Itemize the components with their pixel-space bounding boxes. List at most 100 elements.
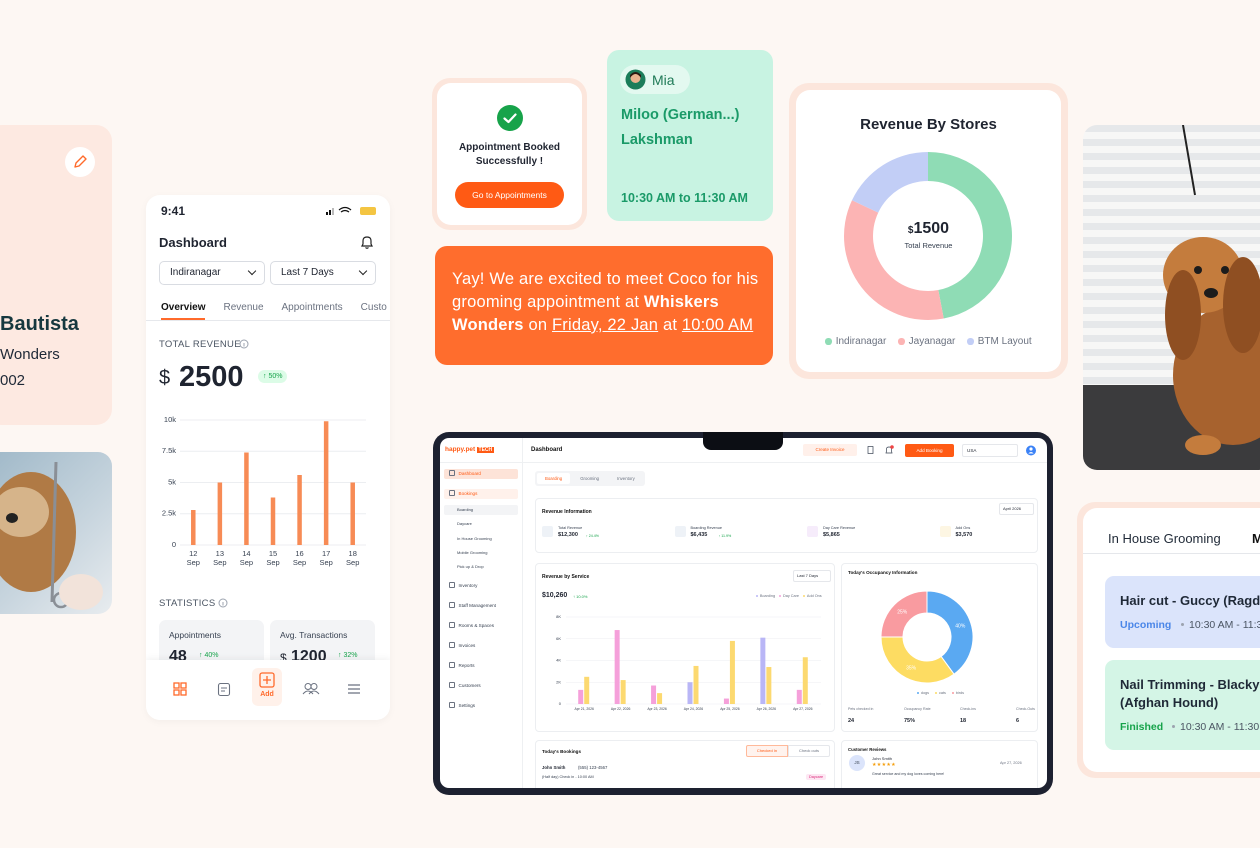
nav-menu[interactable] xyxy=(347,682,361,696)
sidebar-item[interactable]: Rooms & Spaces xyxy=(444,621,518,631)
sidebar-subitem[interactable]: Boarding xyxy=(444,505,518,515)
bar xyxy=(578,689,584,704)
card-title: Revenue by Service xyxy=(542,574,590,580)
nav-calendar[interactable] xyxy=(217,681,231,697)
tab[interactable]: Revenue xyxy=(223,302,264,313)
sidebar-subitem[interactable]: Pick up & Drop xyxy=(457,564,484,570)
appointment-hour: 10:00 AM xyxy=(681,316,754,334)
notification-icon[interactable] xyxy=(359,234,375,250)
booking-phone: (555) 123-4567 xyxy=(578,765,608,770)
y-tick-label: 10k xyxy=(164,415,176,424)
sidebar-item[interactable]: Inventory xyxy=(444,581,518,591)
grooming-item[interactable]: Nail Trimming - Blacky (Afghan Hound) Fi… xyxy=(1105,660,1260,750)
nav-dashboard[interactable] xyxy=(173,682,187,696)
bar xyxy=(614,630,620,704)
add-booking-button[interactable]: Add Booking xyxy=(905,444,954,457)
info-icon xyxy=(218,598,228,608)
y-tick-label: 6K xyxy=(556,636,561,641)
bar xyxy=(693,665,699,704)
tab-bar: Overview Revenue Appointments Custo xyxy=(146,295,390,321)
bar xyxy=(723,698,729,704)
center-value: 1500 xyxy=(913,220,950,237)
user-avatar[interactable] xyxy=(1026,445,1038,456)
legend-label: Add Ons xyxy=(806,594,822,598)
sidebar-subitem[interactable]: Daycare xyxy=(457,521,472,527)
grooming-tab[interactable]: In House Grooming xyxy=(1108,531,1221,546)
message-card: Yay! We are excited to meet Coco for his… xyxy=(435,246,773,365)
sidebar-item[interactable]: Reports xyxy=(444,661,518,671)
sidebar-subitem[interactable]: Mobile Grooming xyxy=(457,549,488,555)
sidebar-item[interactable]: Bookings xyxy=(444,489,518,499)
country-select[interactable]: USA xyxy=(962,444,1018,457)
statistics-label: STATISTICS xyxy=(159,598,216,609)
grooming-item[interactable]: Hair cut - Guccy (Ragd Upcoming 10:30 AM… xyxy=(1105,576,1260,648)
edit-button[interactable] xyxy=(65,147,95,177)
staff-name: Mia xyxy=(652,72,675,88)
reviewer-avatar: JS xyxy=(849,755,865,771)
grooming-tab[interactable]: M xyxy=(1252,531,1260,546)
service-tab[interactable]: Boarding xyxy=(537,473,571,484)
legend-label: dogs xyxy=(920,691,930,695)
store-select[interactable]: Indiranagar xyxy=(159,261,265,285)
review-text: Great service and my dog loves coming he… xyxy=(872,772,945,776)
legend-item: Jayanagar xyxy=(898,336,955,347)
appointments-button[interactable]: Go to Appointments xyxy=(455,182,564,208)
legend-swatch xyxy=(803,594,806,598)
separator-dot xyxy=(1181,623,1184,626)
service-tabs: Boarding Grooming Inventory xyxy=(535,471,645,486)
sidebar-item[interactable]: Staff Management xyxy=(444,601,518,611)
sidebar-item[interactable]: Customers xyxy=(444,681,518,691)
logo-badge: TECH xyxy=(477,447,494,453)
stat-change: ↑ 32% xyxy=(338,652,358,659)
metric-icon xyxy=(939,526,951,537)
bar xyxy=(651,685,657,704)
sidebar-subitem[interactable]: In House Grooming xyxy=(457,535,492,541)
create-invoice-button[interactable]: Create Invoice xyxy=(803,444,857,456)
donut-slice xyxy=(928,152,1012,319)
x-tick-label: Apr 24, 2026 xyxy=(684,707,704,711)
dog-photo xyxy=(1083,125,1260,470)
x-tick-label: 13 Sep xyxy=(213,549,227,567)
legend-label: cats xyxy=(938,691,946,695)
stores-card: Revenue By Stores $1500 Total Revenue In… xyxy=(796,90,1061,372)
bookings-tab[interactable]: Check outs xyxy=(788,745,830,757)
sidebar-icon xyxy=(449,622,455,628)
booking-name: John Smith xyxy=(542,765,566,770)
legend-swatch xyxy=(756,594,759,598)
stat-label: Avg. Transactions xyxy=(280,630,348,640)
service-tab[interactable]: Inventory xyxy=(617,476,635,481)
x-tick-label: 12 Sep xyxy=(186,549,200,567)
bar xyxy=(270,497,276,545)
service-tab[interactable]: Grooming xyxy=(580,476,600,481)
screen-title: Dashboard xyxy=(159,235,227,250)
confirmation-message: Appointment Booked Successfully ! xyxy=(458,142,561,167)
legend-swatch xyxy=(967,338,974,345)
nav-add[interactable]: Add xyxy=(252,668,282,706)
header-icons[interactable] xyxy=(866,445,896,456)
value-label: 25% xyxy=(897,610,908,616)
sidebar-label: Settings xyxy=(458,703,476,708)
x-tick-label: 15 Sep xyxy=(266,549,280,567)
stores-frame: Revenue By Stores $1500 Total Revenue In… xyxy=(789,83,1068,379)
laptop-notch xyxy=(703,432,783,450)
bar xyxy=(729,640,735,704)
tab[interactable]: Appointments xyxy=(281,302,343,313)
confirmation-frame: Appointment Booked Successfully ! Go to … xyxy=(432,78,587,230)
service-time: 10:30 AM - 11:3 xyxy=(1189,619,1260,631)
bar xyxy=(244,452,249,545)
sidebar-item[interactable]: Invoices xyxy=(444,641,518,651)
center-currency: $ xyxy=(907,225,914,236)
center-label: Total Revenue xyxy=(904,241,953,250)
metric-value: $3,570 xyxy=(955,532,973,538)
tab[interactable]: Overview xyxy=(161,295,206,320)
nav-customers[interactable] xyxy=(302,682,320,696)
legend: Boarding Day Care Add Ons xyxy=(756,594,822,598)
range-select[interactable]: Last 7 Days xyxy=(793,570,831,582)
period-select[interactable]: April 2026 xyxy=(999,503,1034,515)
tab[interactable]: Custo xyxy=(360,302,387,313)
range-select[interactable]: Last 7 Days xyxy=(270,261,376,285)
legend-item: Day Care xyxy=(779,594,799,598)
bookings-tab[interactable]: Checked In xyxy=(746,745,788,757)
sidebar-item[interactable]: Settings xyxy=(444,701,518,711)
sidebar-item[interactable]: Dashboard xyxy=(444,469,518,479)
